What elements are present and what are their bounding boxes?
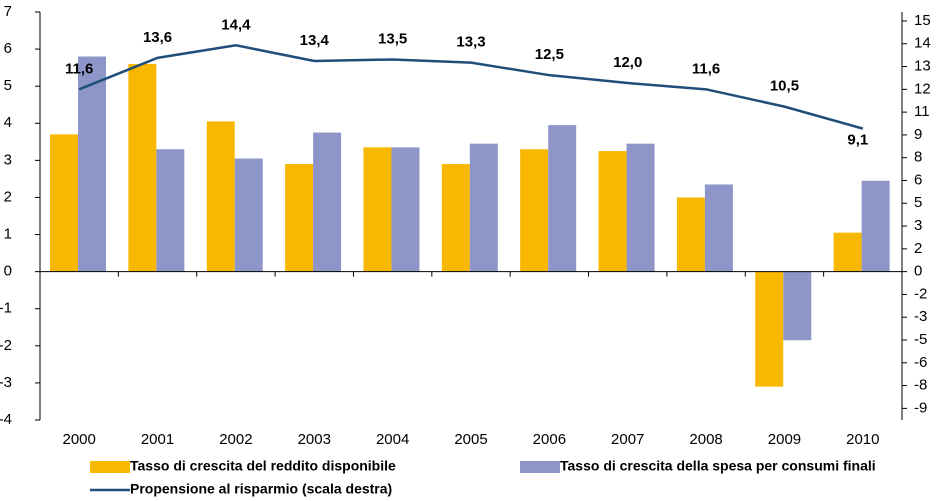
legend-label: Tasso di crescita della spesa per consum… [560, 458, 876, 474]
bar [156, 149, 185, 272]
bar [50, 134, 78, 272]
y2-tick-label: 2 [914, 240, 922, 257]
y-tick-label: -1 [0, 300, 12, 317]
y2-tick-label: 9 [914, 126, 922, 143]
y-tick-label: -3 [0, 374, 12, 391]
legend-label: Propensione al risparmio (scala destra) [130, 481, 392, 497]
x-tick-label: 2007 [611, 431, 644, 448]
bar [704, 184, 733, 272]
y2-tick-label: -6 [914, 354, 927, 371]
bar [783, 271, 812, 341]
y2-tick-label: 12 [914, 80, 931, 97]
bar [78, 56, 106, 272]
bar [833, 232, 862, 272]
x-tick-label: 2001 [141, 431, 174, 448]
x-tick-label: 2000 [62, 431, 95, 448]
bar [548, 125, 577, 272]
bar [520, 149, 549, 272]
y-tick-label: 3 [4, 151, 12, 168]
line [78, 44, 864, 130]
y-tick-label: 4 [4, 114, 12, 131]
y-tick-label: 5 [4, 77, 12, 94]
data-label: 9,1 [847, 132, 868, 149]
legend-swatch [520, 461, 560, 473]
y2-tick-label: 3 [914, 217, 922, 234]
bar [676, 197, 705, 272]
bar [598, 151, 627, 272]
data-label: 14,4 [221, 16, 251, 33]
y2-tick-label: -5 [914, 331, 927, 348]
legend-label: Tasso di crescita del reddito disponibil… [130, 458, 396, 474]
data-label: 13,4 [300, 32, 330, 49]
bar [469, 143, 498, 272]
y-tick-label: 0 [4, 263, 12, 280]
y2-tick-label: 11 [914, 103, 930, 120]
x-tick-label: 2002 [219, 431, 252, 448]
data-label: 11,6 [65, 60, 93, 77]
y2-tick-label: -8 [914, 377, 927, 394]
x-tick-label: 2006 [533, 431, 566, 448]
x-tick-label: 2005 [454, 431, 487, 448]
y2-tick-label: 0 [914, 263, 922, 280]
y2-tick-label: 15 [914, 12, 931, 29]
x-tick-label: 2010 [846, 431, 879, 448]
legend-swatch [90, 461, 130, 473]
x-tick-label: 2003 [298, 431, 331, 448]
data-label: 12,5 [535, 46, 564, 63]
data-label: 11,6 [692, 60, 720, 77]
x-tick-label: 2004 [376, 431, 409, 448]
y2-tick-label: 8 [914, 149, 922, 166]
bar [861, 180, 890, 272]
bar [363, 147, 392, 272]
bar [234, 158, 263, 272]
y-tick-label: 6 [4, 40, 12, 57]
y2-tick-label: 13 [914, 58, 931, 75]
data-label: 10,5 [770, 78, 799, 95]
bar [391, 147, 420, 272]
y2-tick-label: -3 [914, 308, 927, 325]
y-tick-label: 1 [4, 226, 12, 243]
data-label: 13,6 [143, 29, 172, 46]
y2-tick-label: -2 [914, 285, 927, 302]
bar [128, 63, 157, 272]
y2-tick-label: 5 [914, 194, 922, 211]
data-label: 13,5 [378, 30, 407, 47]
y-tick-label: -2 [0, 337, 12, 354]
bar [626, 143, 655, 272]
x-tick-label: 2009 [768, 431, 801, 448]
y-tick-label: 7 [4, 3, 12, 20]
data-label: 12,0 [613, 54, 642, 71]
y2-tick-label: 6 [914, 171, 922, 188]
y2-tick-label: 14 [914, 35, 931, 52]
y-tick-label: -4 [0, 411, 12, 428]
bar [313, 132, 342, 272]
bar [285, 164, 314, 272]
x-tick-label: 2008 [689, 431, 722, 448]
y2-tick-label: -9 [914, 399, 927, 416]
data-label: 13,3 [456, 34, 485, 51]
bar [441, 164, 470, 272]
bar [755, 271, 784, 387]
y-tick-label: 2 [4, 188, 12, 205]
bar [206, 121, 235, 272]
